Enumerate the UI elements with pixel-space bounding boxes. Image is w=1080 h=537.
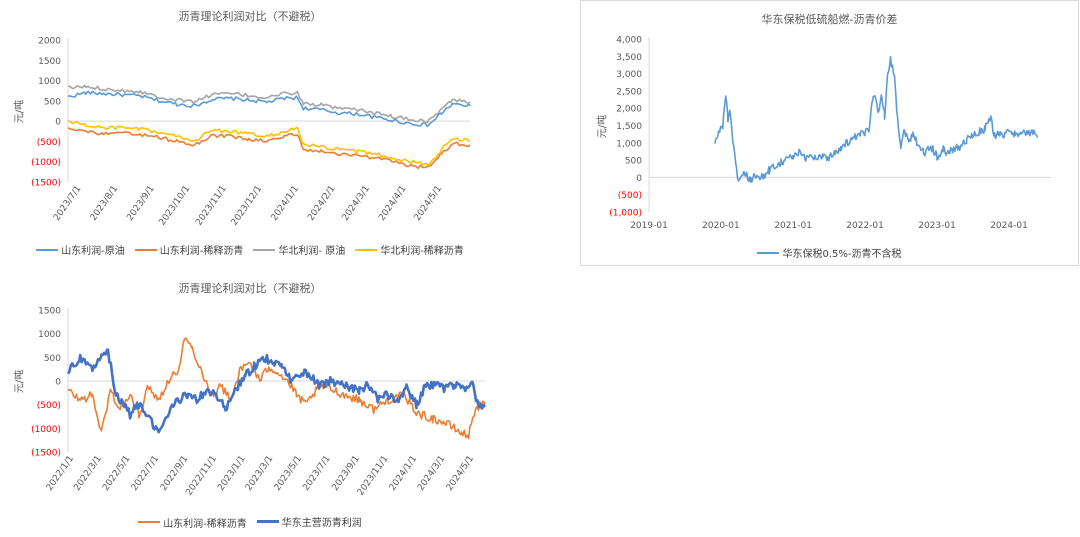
y-tick-label: 0 bbox=[636, 174, 642, 184]
x-tick-label: 2023-01 bbox=[918, 221, 956, 231]
y-tick-label: 1,500 bbox=[616, 122, 642, 132]
legend-label: 山东利润-原油 bbox=[61, 246, 125, 257]
legend-label: 华北利润-稀释沥青 bbox=[380, 246, 464, 257]
x-tick-label: 2023/7/1 bbox=[301, 454, 332, 493]
series-line bbox=[67, 127, 471, 170]
x-tick-label: 2024/5/1 bbox=[445, 454, 476, 493]
y-tick-label: 2,500 bbox=[616, 87, 642, 97]
legend-swatch bbox=[138, 521, 161, 523]
chart-b-plot: 150010005000(500)(1000)(1500)2022/1/1202… bbox=[31, 307, 487, 498]
y-tick-label: 3,500 bbox=[616, 53, 642, 63]
y-tick-label: 1500 bbox=[38, 57, 61, 67]
y-tick-label: 0 bbox=[55, 118, 61, 128]
x-tick-label: 2023/3/1 bbox=[244, 454, 275, 493]
series-line bbox=[67, 337, 486, 440]
legend-swatch bbox=[757, 251, 780, 254]
chart-c-title: 华东保税低硫船燃-沥青价差 bbox=[761, 13, 898, 26]
x-tick-label: 2023/5/1 bbox=[273, 454, 304, 493]
chart-a-legend: 山东利润-原油 山东利润-稀释沥青 华北利润- 原油 华北利润-稀释沥青 bbox=[0, 242, 500, 257]
legend-label: 华东主营沥青利润 bbox=[281, 518, 362, 529]
legend-swatch bbox=[134, 248, 157, 251]
x-tick-label: 2022-01 bbox=[846, 221, 884, 231]
y-tick-label: (500) bbox=[37, 138, 61, 148]
legend-item: 华东保税0.5%-沥青不含税 bbox=[757, 245, 902, 260]
x-tick-label: 2023/7/1 bbox=[52, 184, 83, 223]
y-tick-label: 1500 bbox=[38, 307, 61, 317]
y-tick-label: 1000 bbox=[38, 330, 61, 340]
x-tick-label: 2024/3/1 bbox=[416, 454, 447, 493]
chart-b-legend: 山东利润-稀释沥青 华东主营沥青利润 bbox=[0, 514, 500, 530]
legend-item: 华东主营沥青利润 bbox=[256, 514, 362, 529]
legend-swatch bbox=[256, 520, 279, 523]
series-line bbox=[67, 84, 471, 124]
x-tick-label: 2024-01 bbox=[990, 221, 1028, 231]
legend-swatch bbox=[36, 248, 59, 251]
x-tick-label: 2024/1/1 bbox=[270, 184, 301, 223]
x-tick-label: 2022/5/1 bbox=[101, 454, 132, 493]
x-tick-label: 2024/3/1 bbox=[341, 184, 372, 223]
y-tick-label: (1,000) bbox=[609, 209, 642, 219]
y-tick-label: 1,000 bbox=[616, 139, 642, 149]
y-tick-label: 500 bbox=[625, 157, 642, 167]
x-tick-label: 2023/9/1 bbox=[125, 184, 156, 223]
y-tick-label: 4,000 bbox=[616, 36, 642, 46]
y-tick-label: 500 bbox=[44, 354, 61, 364]
x-tick-label: 2023/11/1 bbox=[194, 184, 229, 228]
legend-item: 山东利润-原油 bbox=[36, 242, 125, 257]
y-tick-label: (1000) bbox=[31, 425, 61, 435]
series-line bbox=[67, 90, 471, 128]
y-tick-label: (1500) bbox=[31, 179, 61, 189]
y-tick-label: (500) bbox=[618, 191, 642, 201]
series-line bbox=[714, 55, 1039, 183]
series-line bbox=[66, 348, 487, 434]
y-tick-label: 500 bbox=[44, 97, 61, 107]
y-tick-label: 2000 bbox=[38, 37, 61, 47]
legend-item: 华北利润-稀释沥青 bbox=[355, 242, 464, 257]
y-tick-label: (1500) bbox=[31, 449, 61, 459]
y-tick-label: (500) bbox=[37, 401, 61, 411]
legend-item: 山东利润-稀释沥青 bbox=[134, 242, 244, 257]
chart-a-plot: 2000 1500 1000 500 0 (500) (1000) (1500)2023/7/… bbox=[31, 37, 471, 228]
x-tick-label: 2024/4/1 bbox=[377, 184, 408, 223]
chart-a-title: 沥青理论利润对比（不避税） bbox=[178, 10, 322, 23]
y-tick-label: 3,000 bbox=[616, 70, 642, 80]
x-tick-label: 2024/2/1 bbox=[306, 184, 337, 223]
legend-item: 华北利润- 原油 bbox=[253, 242, 345, 257]
x-tick-label: 2020-01 bbox=[702, 221, 740, 231]
x-tick-label: 2022/9/1 bbox=[159, 454, 190, 493]
x-tick-label: 2021-01 bbox=[774, 221, 812, 231]
x-tick-label: 2023/8/1 bbox=[89, 184, 120, 223]
chart-b: 沥青理论利润对比（不避税） 元/吨 1500 1000 500 0 (500) (1000… bbox=[0, 272, 500, 537]
chart-c-legend: 华东保税0.5%-沥青不含税 bbox=[581, 245, 1078, 260]
x-tick-label: 2022/3/1 bbox=[72, 454, 103, 493]
x-tick-label: 2023/9/1 bbox=[331, 454, 362, 493]
legend-label: 山东利润-稀释沥青 bbox=[163, 518, 247, 530]
chart-b-title: 沥青理论利润对比（不避税） bbox=[178, 282, 322, 295]
chart-c: 华东保税低硫船燃-沥青价差 元/吨 4,000 3,500 3,000 2,500 2,… bbox=[580, 0, 1079, 266]
chart-a: 沥青理论利润对比（不避税） 元/吨 2000 1500 1000 500 0 (500)(… bbox=[0, 0, 500, 265]
legend-swatch bbox=[355, 248, 378, 251]
y-tick-label: (1000) bbox=[31, 158, 61, 168]
y-tick-label: 2,000 bbox=[616, 105, 642, 115]
y-tick-label: 1000 bbox=[38, 77, 61, 87]
x-tick-label: 2022/7/1 bbox=[130, 454, 161, 493]
x-tick-label: 2024/1/1 bbox=[388, 454, 419, 493]
x-tick-label: 2019-01 bbox=[630, 221, 668, 231]
chart-c-plot: 4,000 3,500 3,000 2,500 2,000 1,500 1,000 500 0 (… bbox=[609, 36, 1051, 231]
y-tick-label: 0 bbox=[55, 378, 61, 388]
legend-item: 山东利润-稀释沥青 bbox=[138, 515, 247, 530]
x-tick-label: 2023/12/1 bbox=[230, 184, 265, 228]
x-tick-label: 2023/10/1 bbox=[158, 184, 193, 228]
legend-label: 山东利润-稀释沥青 bbox=[159, 246, 244, 257]
legend-label: 华东保税0.5%-沥青不含税 bbox=[782, 249, 902, 260]
x-tick-label: 2024/5/1 bbox=[413, 184, 444, 223]
legend-swatch bbox=[253, 248, 276, 251]
series-line bbox=[67, 120, 471, 167]
legend-label: 华北利润- 原油 bbox=[278, 246, 346, 257]
